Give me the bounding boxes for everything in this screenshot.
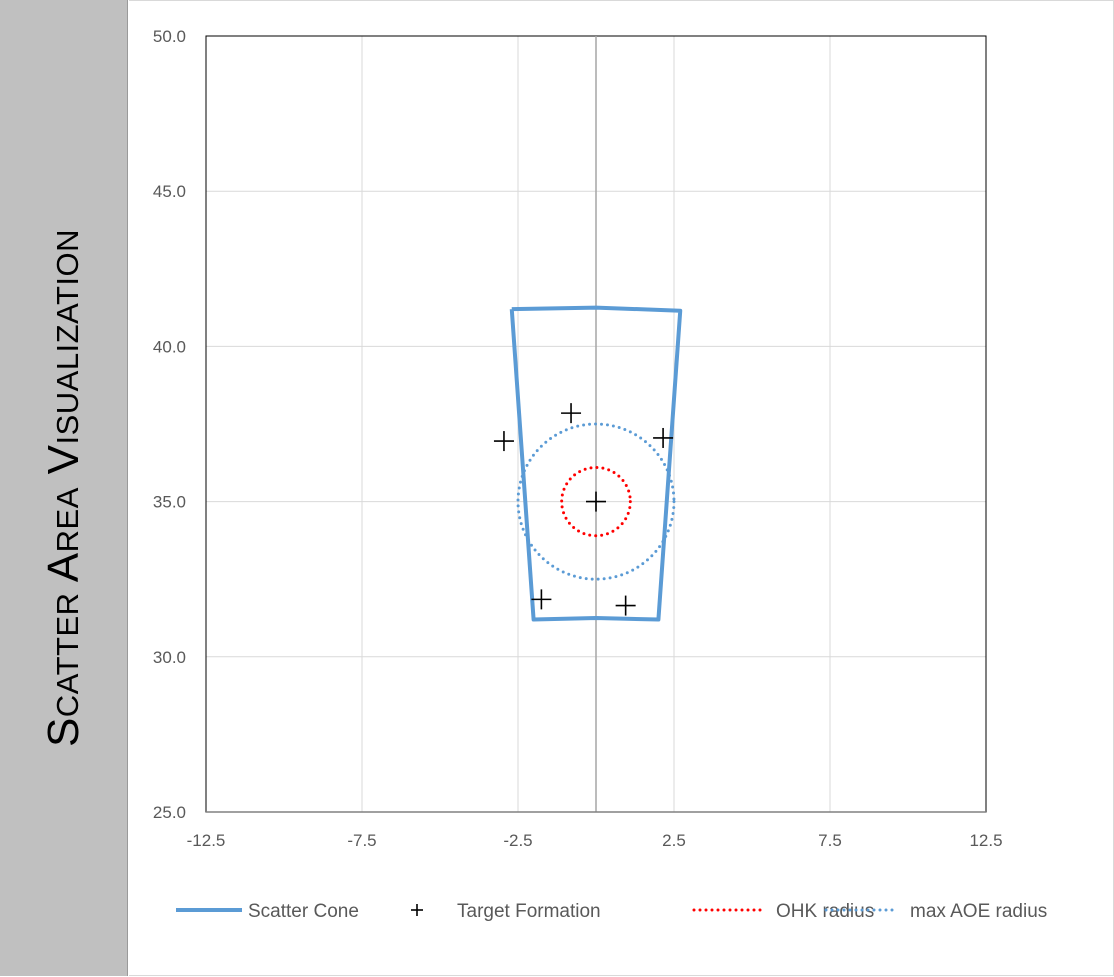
y-tick-label: 40.0 — [153, 337, 186, 356]
legend: Scatter Cone Target Formation OHK radius ma… — [176, 901, 1047, 922]
y-tick-label: 25.0 — [153, 803, 186, 822]
target-marker — [531, 589, 552, 610]
y-tick-label: 45.0 — [153, 182, 186, 201]
chart-area: -12.5 -7.5 -2.5 2.5 7.5 12.5 25.0 30.0 35.0 40.0 4… — [129, 0, 1114, 976]
y-tick-label: 50.0 — [153, 27, 186, 46]
legend-swatch-target — [411, 904, 423, 916]
target-marker — [615, 595, 636, 616]
scatter-chart: -12.5 -7.5 -2.5 2.5 7.5 12.5 25.0 30.0 35.0 40.0 4… — [153, 27, 1047, 922]
target-marker — [493, 431, 514, 452]
series-layer — [493, 305, 683, 622]
x-tick-label: -2.5 — [503, 831, 532, 850]
scatter-cone-line — [509, 305, 683, 622]
target-marker — [653, 427, 674, 448]
side-title: Scatter Area Visualization — [39, 228, 88, 748]
legend-label: OHK radius — [776, 901, 874, 922]
legend-label: Scatter Cone — [248, 901, 359, 922]
ohk-radius-circle — [560, 465, 632, 538]
x-tick-label: 12.5 — [969, 831, 1002, 850]
x-tick-label: -7.5 — [347, 831, 376, 850]
target-marker — [561, 403, 582, 424]
legend-label: Target Formation — [457, 901, 601, 922]
legend-label: max AOE radius — [910, 901, 1047, 922]
side-panel: Scatter Area Visualization — [0, 0, 128, 976]
x-tick-label: 2.5 — [662, 831, 686, 850]
x-tick-label: -12.5 — [187, 831, 226, 850]
tick-labels: -12.5 -7.5 -2.5 2.5 7.5 12.5 25.0 30.0 35.0 40.0 4… — [153, 27, 1003, 850]
y-tick-label: 30.0 — [153, 648, 186, 667]
target-marker — [586, 491, 606, 512]
y-tick-label: 35.0 — [153, 493, 186, 512]
x-tick-label: 7.5 — [818, 831, 842, 850]
aoe-radius-circle — [516, 422, 676, 581]
